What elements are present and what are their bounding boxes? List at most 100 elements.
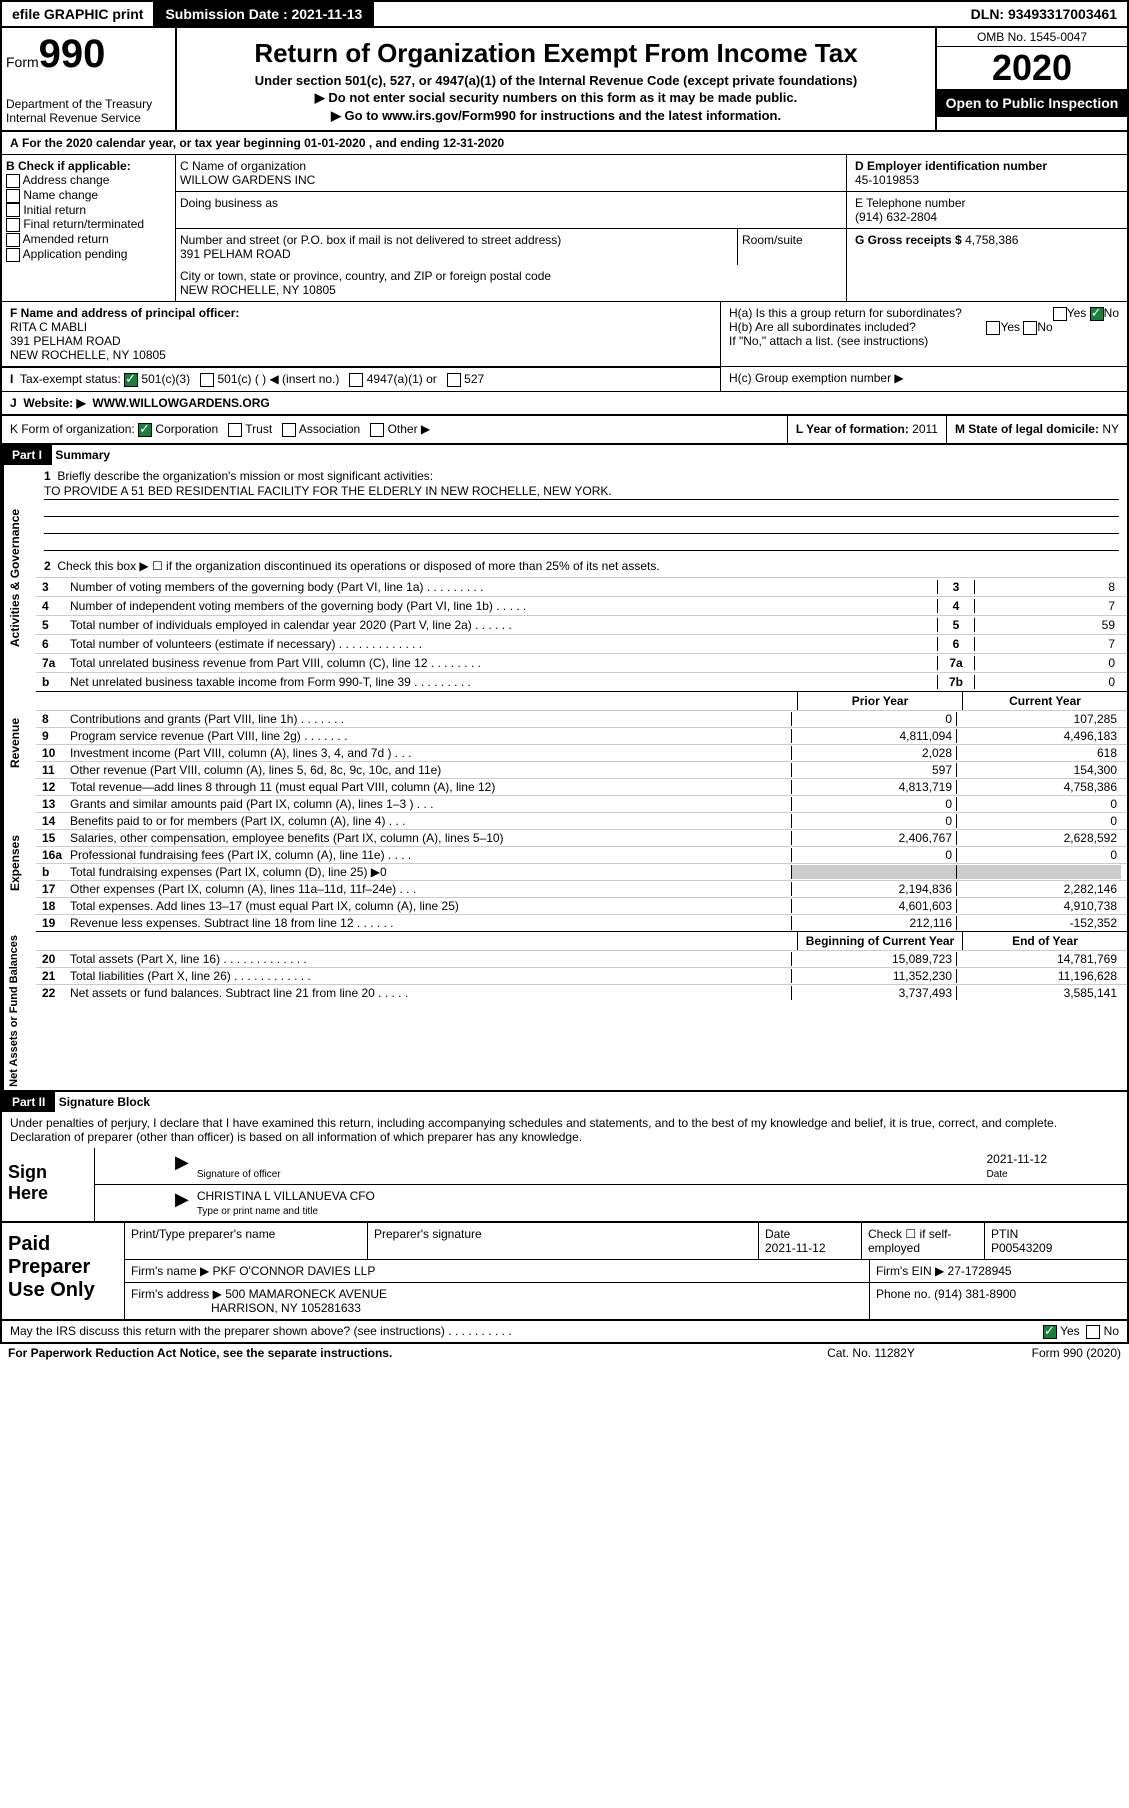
gross-lbl: G Gross receipts $ [855, 233, 962, 247]
b-pending[interactable]: Application pending [23, 247, 128, 261]
f-lbl: F Name and address of principal officer: [10, 306, 239, 320]
data-line-8: 8Contributions and grants (Part VIII, li… [36, 710, 1127, 727]
rev-side: Revenue [2, 691, 36, 795]
l-lbl: L Year of formation: [796, 422, 909, 436]
paid-preparer: Paid Preparer Use Only Print/Type prepar… [0, 1223, 1129, 1321]
data-line-18: 18Total expenses. Add lines 13–17 (must … [36, 897, 1127, 914]
tax-year: 2020 [937, 47, 1127, 89]
data-line-12: 12Total revenue—add lines 8 through 11 (… [36, 778, 1127, 795]
data-line-b: bTotal fundraising expenses (Part IX, co… [36, 863, 1127, 880]
part2-title: Signature Block [59, 1095, 150, 1109]
data-line-15: 15Salaries, other compensation, employee… [36, 829, 1127, 846]
tax-status-lbl: Tax-exempt status: [20, 372, 121, 386]
b-initial-return[interactable]: Initial return [23, 203, 86, 217]
b-address-change[interactable]: Address change [23, 173, 110, 187]
street-lbl: Number and street (or P.O. box if mail i… [180, 233, 561, 247]
ein-lbl: D Employer identification number [855, 159, 1047, 173]
data-line-22: 22Net assets or fund balances. Subtract … [36, 984, 1127, 1001]
officer-name: RITA C MABLI [10, 320, 87, 334]
data-line-17: 17Other expenses (Part IX, column (A), l… [36, 880, 1127, 897]
room-lbl: Room/suite [738, 229, 846, 265]
prep-name-hdr: Print/Type preparer's name [125, 1223, 368, 1259]
h-note: If "No," attach a list. (see instruction… [729, 334, 928, 348]
data-line-19: 19Revenue less expenses. Subtract line 1… [36, 914, 1127, 931]
gov-line-4: 4Number of independent voting members of… [36, 596, 1127, 615]
subtitle-1: Under section 501(c), 527, or 4947(a)(1)… [185, 73, 927, 88]
inspection-label: Open to Public Inspection [937, 89, 1127, 117]
section-f: F Name and address of principal officer:… [2, 302, 721, 366]
domicile-state: NY [1102, 422, 1119, 436]
phone-val: (914) 632-2804 [855, 210, 937, 224]
cat-no: Cat. No. 11282Y [781, 1346, 961, 1360]
gov-line-6: 6Total number of volunteers (estimate if… [36, 634, 1127, 653]
b-header: B Check if applicable: [6, 159, 131, 173]
gov-line-b: bNet unrelated business taxable income f… [36, 672, 1127, 691]
dba-lbl: Doing business as [180, 196, 278, 210]
gov-line-3: 3Number of voting members of the governi… [36, 577, 1127, 596]
officer-addr1: 391 PELHAM ROAD [10, 334, 121, 348]
discuss-text: May the IRS discuss this return with the… [10, 1324, 959, 1339]
data-line-16a: 16aProfessional fundraising fees (Part I… [36, 846, 1127, 863]
section-j: J Website: ▶ WWW.WILLOWGARDENS.ORG [2, 391, 1127, 414]
section-b: B Check if applicable: Address change Na… [2, 155, 176, 301]
section-a-period: A For the 2020 calendar year, or tax yea… [0, 132, 1129, 416]
sig-officer-lbl: Signature of officer [197, 1169, 281, 1180]
section-klm: K Form of organization: Corporation Trus… [0, 416, 1129, 445]
part2-hdr: Part II [2, 1092, 55, 1112]
hc-lbl: H(c) Group exemption number ▶ [721, 367, 1127, 391]
exp-side: Expenses [2, 795, 36, 931]
sig-name: CHRISTINA L VILLANUEVA CFO [197, 1189, 375, 1203]
data-line-21: 21Total liabilities (Part X, line 26) . … [36, 967, 1127, 984]
section-d-e-g: D Employer identification number45-10198… [846, 155, 1127, 301]
c-name-lbl: C Name of organization [180, 159, 306, 173]
phone-lbl: E Telephone number [855, 196, 966, 210]
curr-year-hdr: Current Year [962, 692, 1127, 710]
prep-ptin: P00543209 [991, 1241, 1052, 1255]
end-year-hdr: End of Year [962, 932, 1127, 950]
subtitle-2: ▶ Do not enter social security numbers o… [185, 90, 927, 106]
q1-lbl: Briefly describe the organization's miss… [57, 469, 433, 483]
subtitle-3: ▶ Go to www.irs.gov/Form990 for instruct… [183, 108, 929, 124]
gov-side: Activities & Governance [2, 465, 36, 691]
dept-label: Department of the Treasury Internal Reve… [6, 97, 171, 125]
ein-val: 45-1019853 [855, 173, 919, 187]
formation-year: 2011 [912, 422, 938, 436]
mission-text: TO PROVIDE A 51 BED RESIDENTIAL FACILITY… [44, 483, 1119, 500]
firm-phone: (914) 381-8900 [934, 1287, 1016, 1301]
period-text: For the 2020 calendar year, or tax year … [22, 136, 504, 150]
city-val: NEW ROCHELLE, NY 10805 [180, 283, 336, 297]
officer-addr2: NEW ROCHELLE, NY 10805 [10, 348, 166, 362]
street-val: 391 PELHAM ROAD [180, 247, 291, 261]
dln: DLN: 93493317003461 [961, 2, 1127, 26]
website-val[interactable]: WWW.WILLOWGARDENS.ORG [92, 396, 269, 410]
data-line-11: 11Other revenue (Part VIII, column (A), … [36, 761, 1127, 778]
sign-here-lbl: Sign Here [2, 1148, 95, 1221]
paperwork-notice: For Paperwork Reduction Act Notice, see … [8, 1346, 781, 1360]
b-amended[interactable]: Amended return [23, 232, 109, 246]
form-number: 990 [39, 32, 106, 76]
part-ii: Part II Signature Block Under penalties … [0, 1092, 1129, 1223]
efile-label: efile GRAPHIC print [2, 2, 155, 26]
top-header: efile GRAPHIC print Submission Date : 20… [0, 0, 1129, 28]
b-name-change[interactable]: Name change [23, 188, 98, 202]
data-line-13: 13Grants and similar amounts paid (Part … [36, 795, 1127, 812]
prep-lbl: Paid Preparer Use Only [2, 1223, 124, 1319]
data-line-14: 14Benefits paid to or for members (Part … [36, 812, 1127, 829]
ha-lbl: H(a) Is this a group return for subordin… [729, 306, 962, 320]
data-line-10: 10Investment income (Part VIII, column (… [36, 744, 1127, 761]
sig-date: 2021-11-12 [987, 1152, 1048, 1166]
part-i: Part I Summary Activities & Governance 1… [0, 445, 1129, 1093]
section-h: H(a) Is this a group return for subordin… [721, 302, 1127, 366]
discuss-row: May the IRS discuss this return with the… [0, 1321, 1129, 1344]
net-side: Net Assets or Fund Balances [2, 931, 36, 1091]
m-lbl: M State of legal domicile: [955, 422, 1099, 436]
firm-ein: 27-1728945 [948, 1264, 1012, 1278]
firm-addr1: 500 MAMARONECK AVENUE [225, 1287, 387, 1301]
section-c: C Name of organizationWILLOW GARDENS INC… [176, 155, 846, 301]
form-label: Form [6, 54, 39, 70]
prep-sig-hdr: Preparer's signature [368, 1223, 759, 1259]
gross-val: 4,758,386 [965, 233, 1018, 247]
part1-hdr: Part I [2, 445, 52, 465]
b-final-return[interactable]: Final return/terminated [23, 217, 144, 231]
prior-year-hdr: Prior Year [797, 692, 962, 710]
